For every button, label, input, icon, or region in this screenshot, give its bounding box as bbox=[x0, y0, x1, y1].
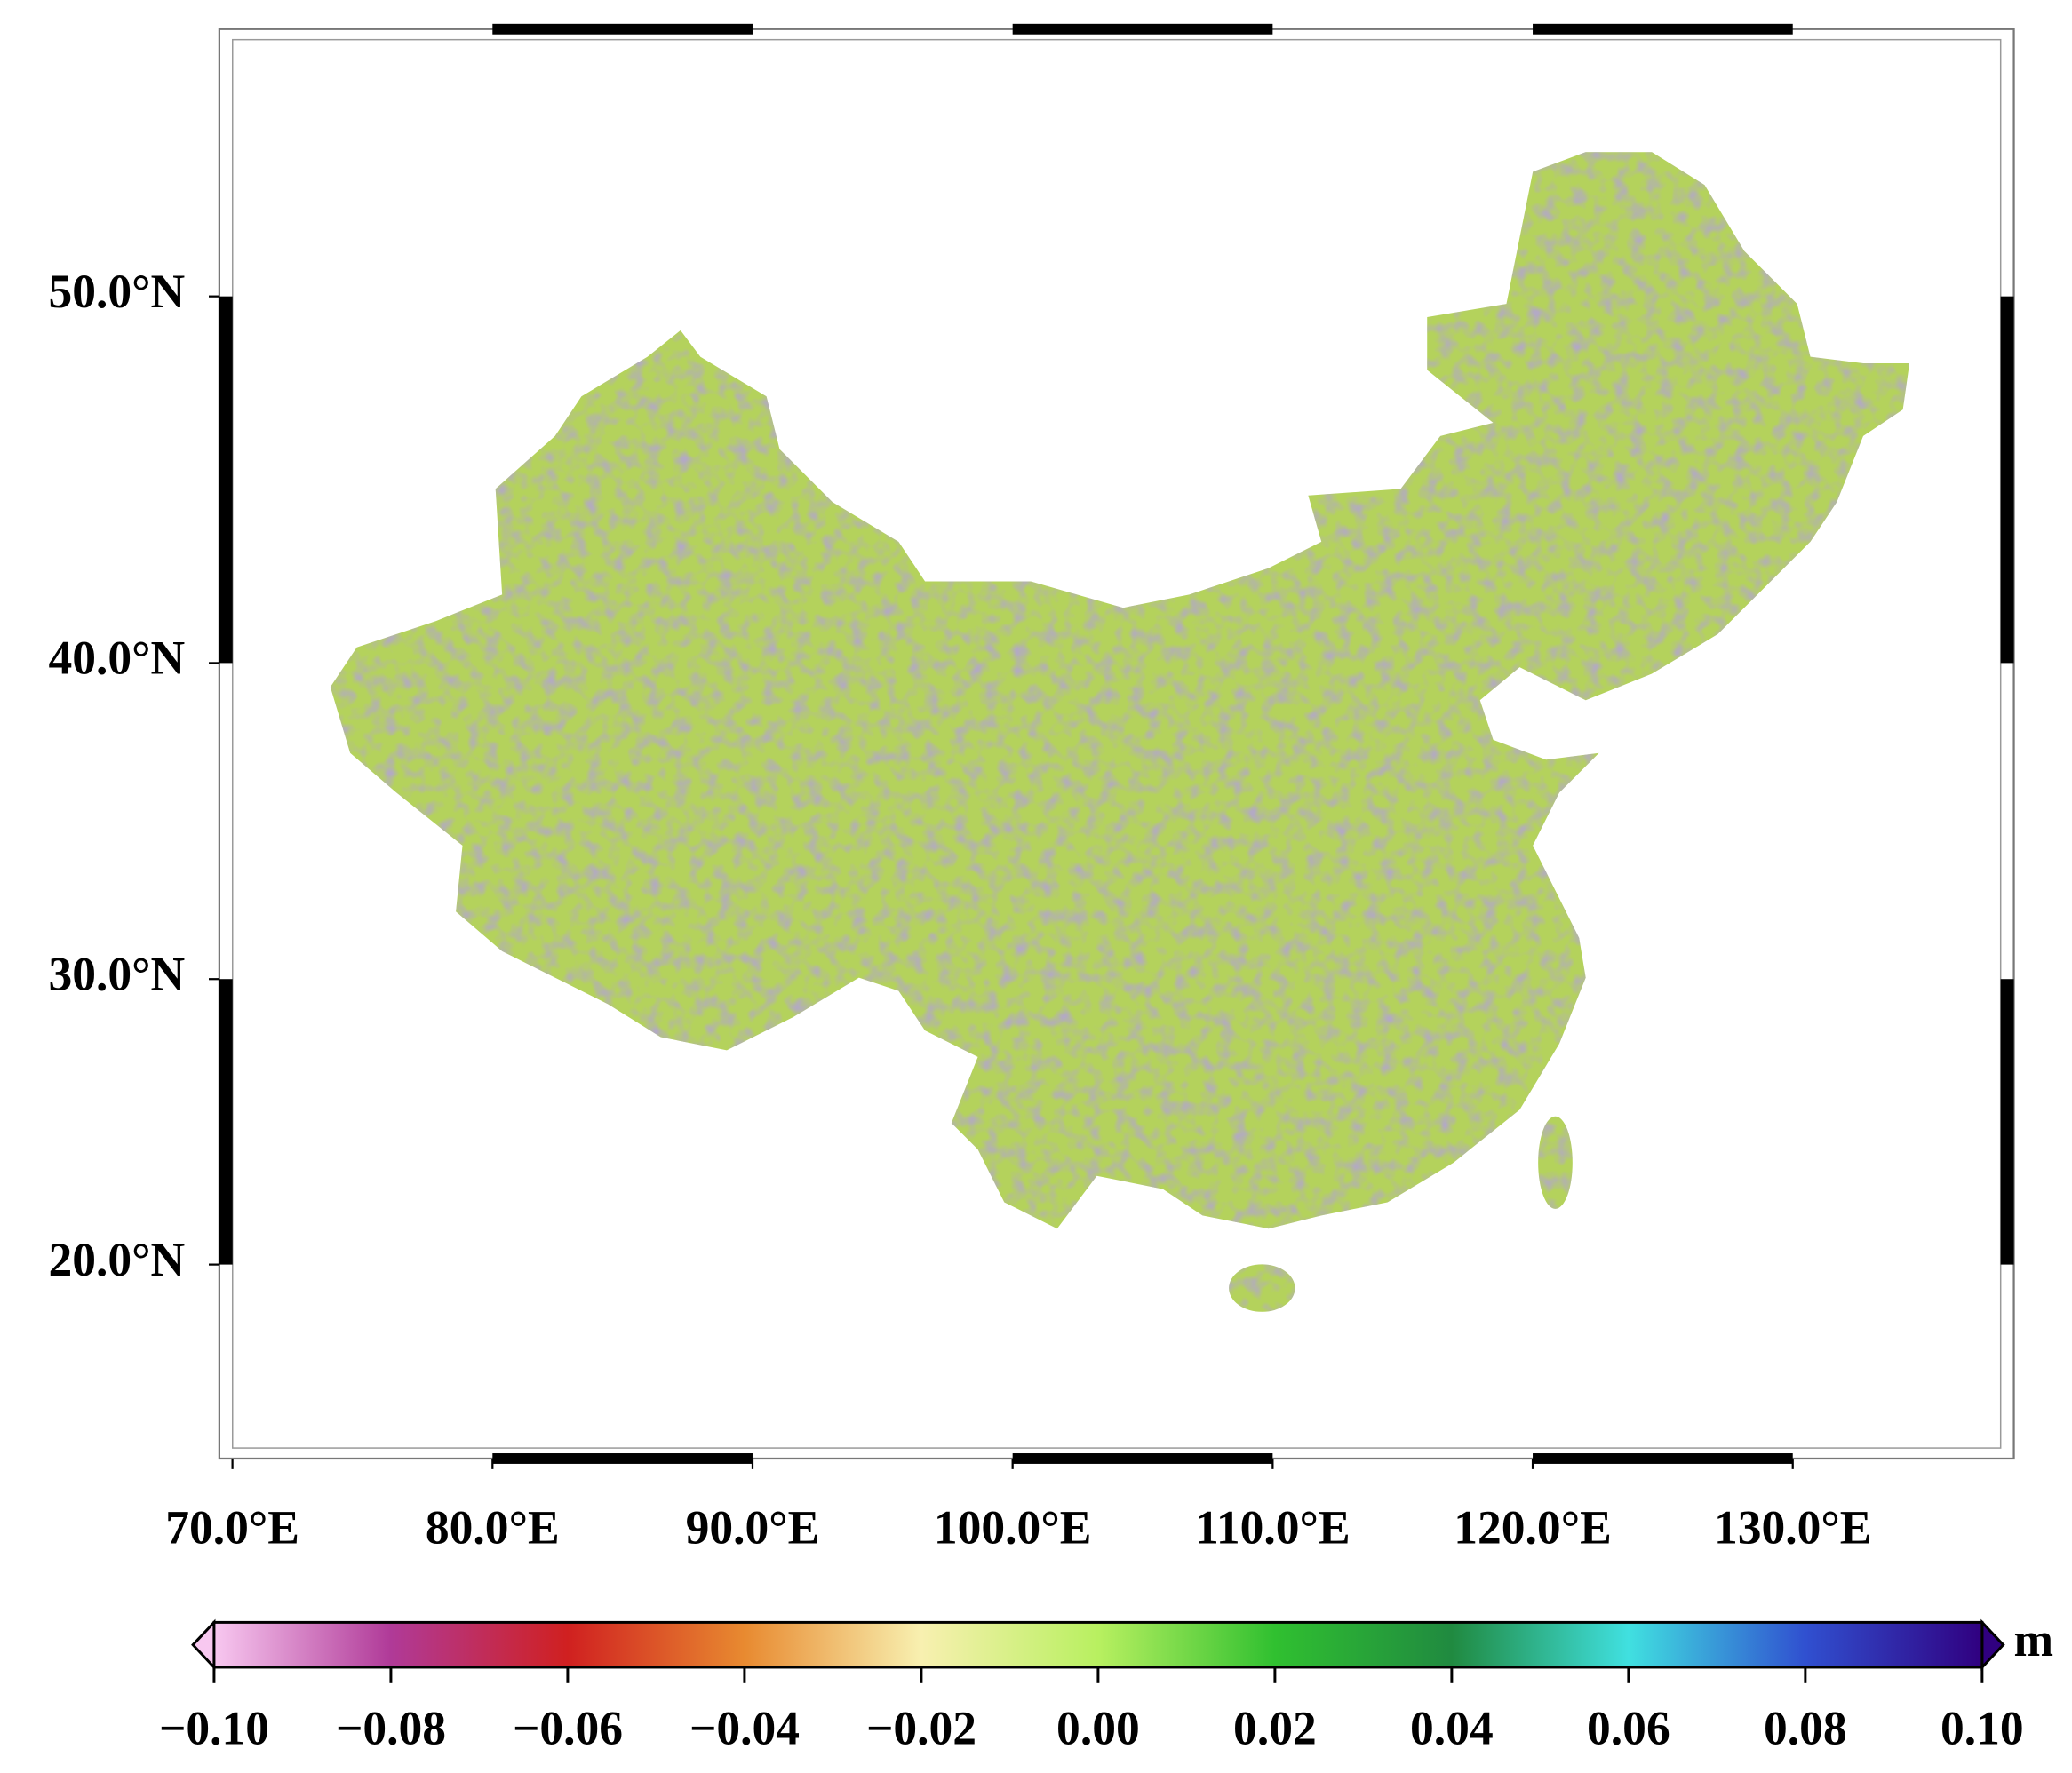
colorbar-tick-label: −0.02 bbox=[866, 1702, 976, 1755]
lon-tick-label: 80.0°E bbox=[426, 1501, 560, 1554]
lon-frame-bar bbox=[1012, 1453, 1273, 1464]
axes: 70.0°E 80.0°E 90.0°E 100.0°E 110.0°E 120.0°E 1… bbox=[48, 23, 2014, 1554]
lon-frame-bar bbox=[1533, 1453, 1793, 1464]
colorbar-tick-label: 0.00 bbox=[1056, 1702, 1140, 1755]
colorbar-tick-label: 0.04 bbox=[1410, 1702, 1494, 1755]
colorbar-bar bbox=[212, 1620, 1984, 1669]
lon-frame-bar bbox=[1012, 23, 1273, 35]
lon-tick-label: 120.0°E bbox=[1454, 1501, 1612, 1554]
lat-frame-bar bbox=[219, 979, 233, 1265]
lat-frame-bar bbox=[219, 296, 233, 664]
colorbar-unit: m bbox=[2014, 1613, 2054, 1666]
lon-frame-bar bbox=[492, 23, 753, 35]
colorbar-low-triangle bbox=[191, 1618, 216, 1671]
lat-tick-label: 20.0°N bbox=[48, 1233, 185, 1286]
lat-tick-label: 30.0°N bbox=[48, 948, 185, 1001]
colorbar-tick-label: −0.04 bbox=[689, 1702, 800, 1755]
lon-frame-bar bbox=[492, 1453, 753, 1464]
lon-tick-label: 110.0°E bbox=[1195, 1501, 1351, 1554]
colorbar-tick-label: −0.10 bbox=[159, 1702, 269, 1755]
colorbar-tick-label: 0.02 bbox=[1233, 1702, 1317, 1755]
colorbar-tick-label: 0.08 bbox=[1764, 1702, 1847, 1755]
land-texture bbox=[330, 152, 1910, 1312]
lat-frame-bar bbox=[2000, 296, 2014, 664]
lon-tick-label: 70.0°E bbox=[165, 1501, 299, 1554]
lat-frame-bar bbox=[2000, 979, 2014, 1265]
colorbar-high-triangle bbox=[1980, 1618, 2005, 1671]
lon-tick-label: 130.0°E bbox=[1714, 1501, 1872, 1554]
colorbar-tick-label: −0.06 bbox=[513, 1702, 623, 1755]
colorbar-tick-label: 0.10 bbox=[1941, 1702, 2024, 1755]
colorbar: m −0.10 −0.08 −0.06 −0.04 −0.02 0.00 0.02 0.04 0… bbox=[159, 1613, 2053, 1755]
china-field bbox=[330, 152, 1910, 1312]
lon-tick-label: 100.0°E bbox=[934, 1501, 1092, 1554]
map-frame-inner bbox=[232, 38, 2002, 1449]
lon-frame-bar bbox=[1533, 23, 1793, 35]
lat-tick-label: 40.0°N bbox=[48, 632, 185, 685]
colorbar-tick-label: −0.08 bbox=[336, 1702, 446, 1755]
lon-tick-label: 90.0°E bbox=[686, 1501, 820, 1554]
lat-tick-label: 50.0°N bbox=[48, 265, 185, 318]
colorbar-tick-label: 0.06 bbox=[1587, 1702, 1670, 1755]
